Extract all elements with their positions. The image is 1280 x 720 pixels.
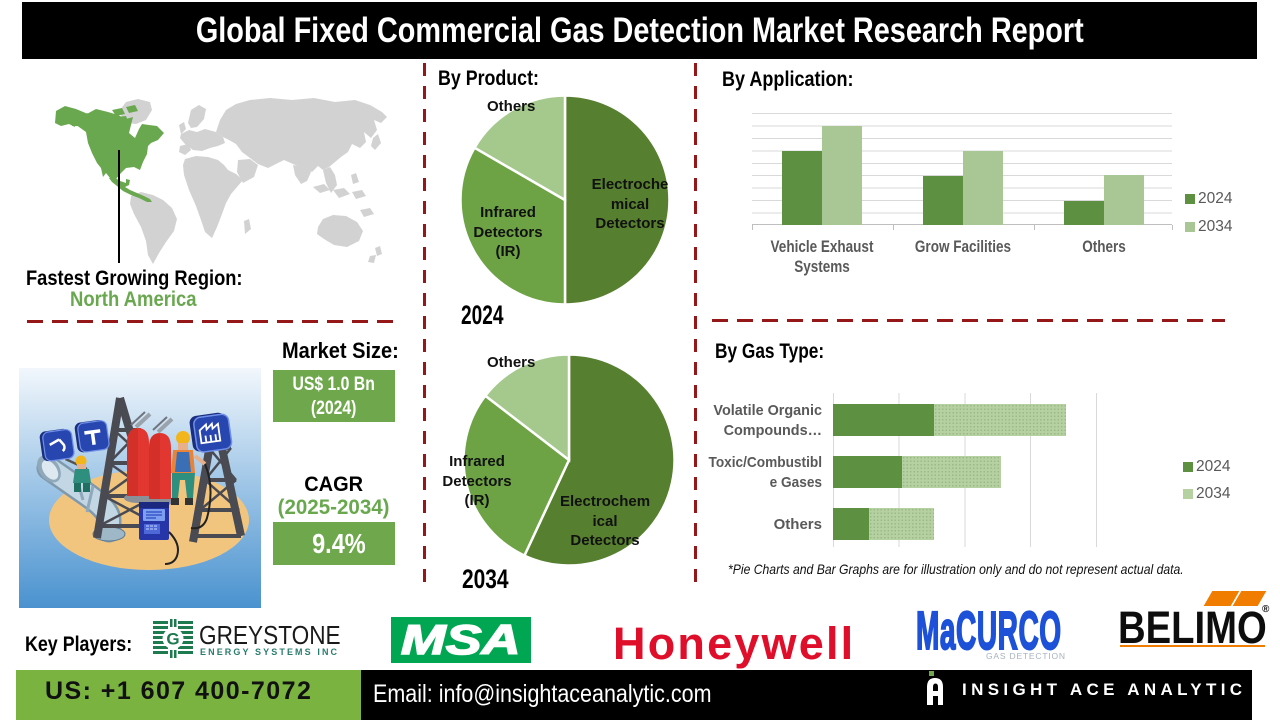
- svg-text:G: G: [166, 630, 179, 649]
